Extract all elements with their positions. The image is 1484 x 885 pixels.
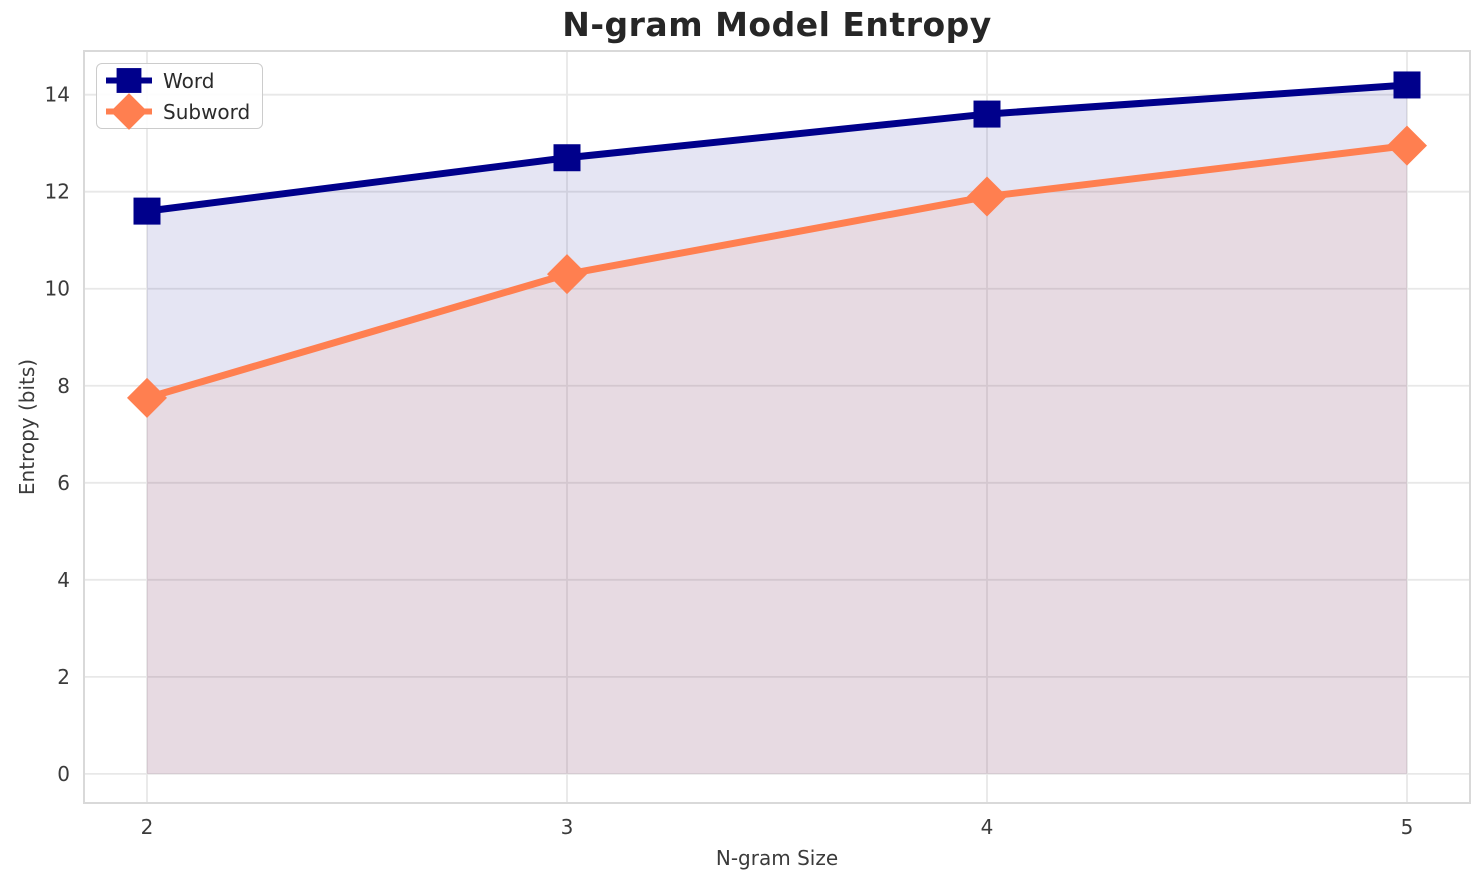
- y-tick-label: 10: [45, 277, 70, 301]
- y-axis-label: Entropy (bits): [15, 358, 39, 496]
- square-legend-icon: [106, 68, 152, 93]
- plot-border: [83, 50, 1471, 804]
- area-fill-word: [147, 84, 1407, 774]
- legend-label: Word: [163, 68, 215, 93]
- x-axis-label: N-gram Size: [715, 846, 839, 870]
- marker-diamond: [547, 254, 587, 295]
- marker-square: [553, 144, 581, 172]
- marker-square: [133, 197, 161, 225]
- legend-label: Subword: [163, 99, 251, 124]
- y-tick-label: 14: [45, 83, 70, 107]
- series-line-word: [146, 81, 1408, 215]
- marker-diamond: [127, 377, 167, 418]
- x-tick-label: 5: [1401, 815, 1414, 839]
- x-tick-label: 3: [561, 815, 574, 839]
- marker-diamond: [967, 176, 1007, 217]
- y-tick-label: 0: [57, 762, 70, 786]
- y-tick-label: 6: [57, 471, 70, 495]
- marker-diamond: [110, 93, 148, 130]
- marker-square: [973, 100, 1001, 128]
- legend: Word Subword: [96, 63, 263, 130]
- area-fill-subword: [147, 145, 1407, 774]
- series-line-subword: [146, 142, 1408, 402]
- x-tick-label: 2: [141, 815, 154, 839]
- legend-item-subword: Subword: [103, 93, 254, 130]
- y-tick-label: 12: [45, 180, 70, 204]
- marker-square: [116, 68, 142, 93]
- y-tick-label: 2: [57, 665, 70, 689]
- x-tick-label: 4: [981, 815, 994, 839]
- marker-square: [1393, 71, 1421, 99]
- chart-title: N-gram Model Entropy: [562, 5, 992, 44]
- y-tick-label: 8: [57, 374, 70, 398]
- legend-item-word: Word: [103, 65, 254, 96]
- diamond-legend-icon: [106, 93, 152, 130]
- marker-diamond: [1387, 125, 1427, 166]
- y-tick-label: 4: [57, 568, 70, 592]
